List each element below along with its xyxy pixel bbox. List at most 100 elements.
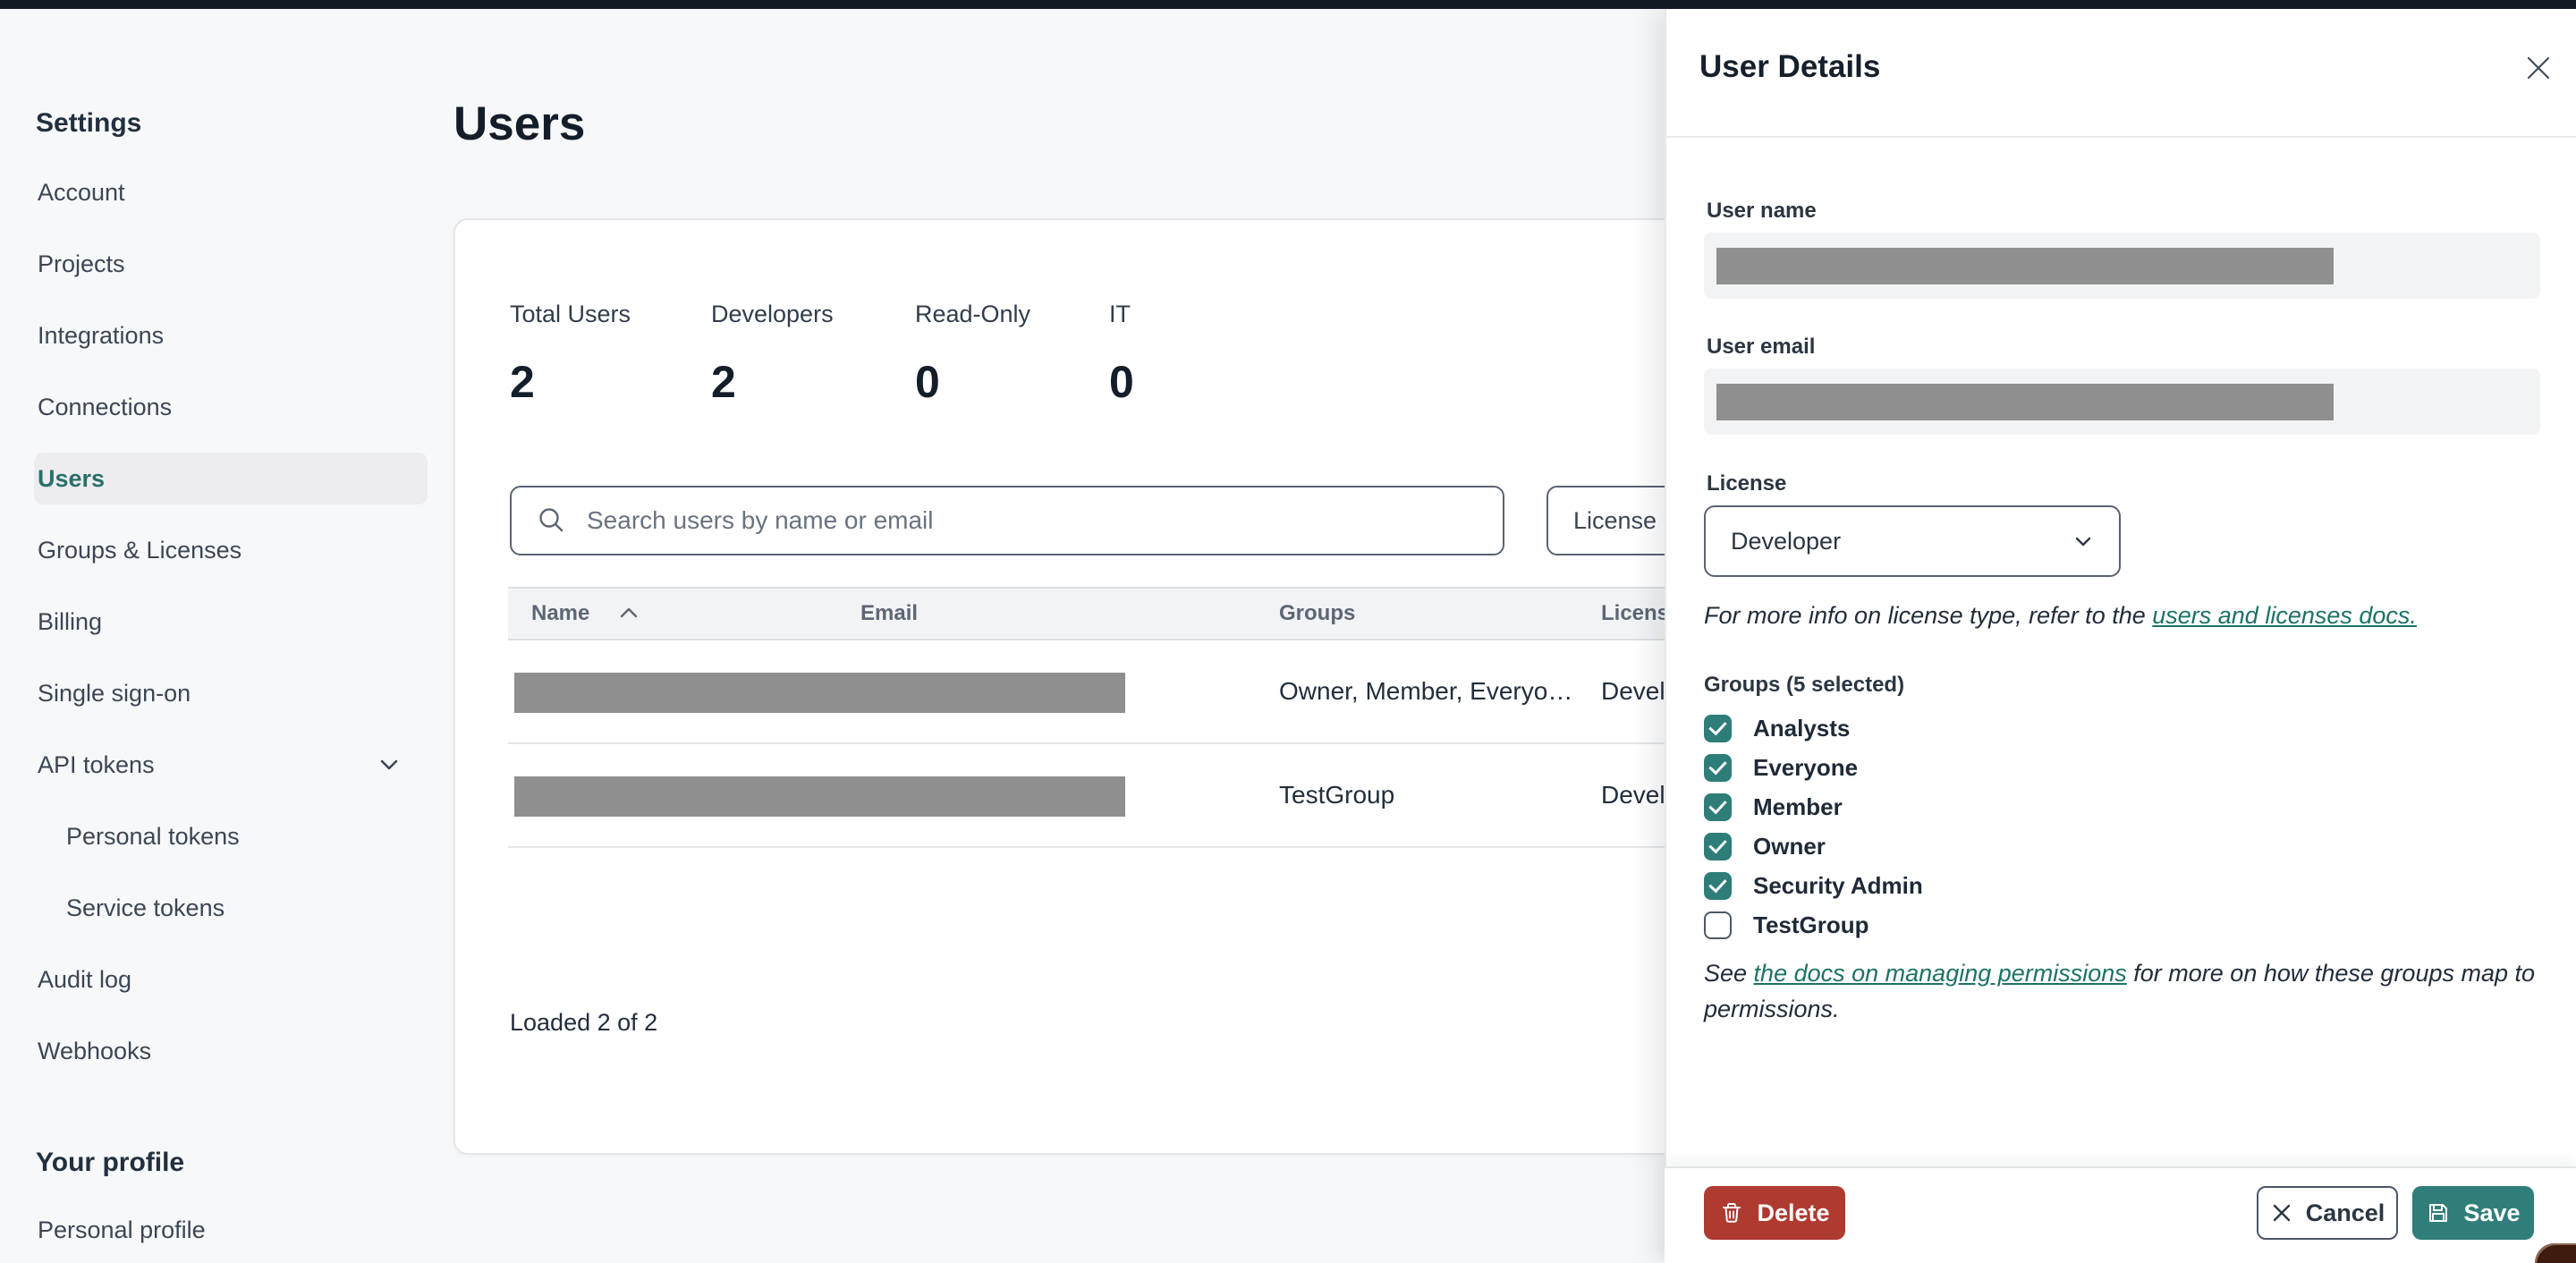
checkbox-checked-icon[interactable] [1704, 832, 1732, 860]
sidebar-item-label: Single sign-on [38, 679, 191, 707]
column-header-email[interactable]: Email [860, 601, 919, 625]
cell-groups: TestGroup [1279, 781, 1395, 809]
group-label: Security Admin [1753, 871, 1923, 899]
sidebar-item-projects[interactable]: Projects [34, 238, 428, 290]
sidebar-item-webhooks[interactable]: Webhooks [34, 1025, 428, 1077]
checkbox-checked-icon[interactable] [1704, 714, 1732, 742]
stat-label-total-users: Total Users [510, 301, 631, 327]
sidebar-heading-your-profile: Your profile [36, 1148, 185, 1177]
cursor-artifact [2535, 1243, 2576, 1263]
stat-label-developers: Developers [711, 301, 834, 327]
group-checkbox-row-member[interactable]: Member [1704, 787, 2151, 826]
sidebar-item-label: Users [38, 464, 106, 492]
delete-button-label: Delete [1757, 1199, 1830, 1226]
chevron-down-icon [2071, 529, 2096, 554]
search-icon [537, 505, 567, 536]
sidebar-item-label: Account [38, 178, 125, 206]
group-checkbox-row-owner[interactable]: Owner [1704, 826, 2151, 866]
group-checkbox-row-everyone[interactable]: Everyone [1704, 748, 2151, 787]
save-button-label: Save [2463, 1199, 2521, 1226]
sidebar-item-label: Projects [38, 250, 125, 277]
stat-value-read-only: 0 [915, 357, 940, 407]
redacted-user-name [1716, 248, 2334, 284]
stat-label-it: IT [1109, 301, 1131, 327]
permissions-note-text: See [1704, 960, 1754, 987]
user-search-box[interactable] [510, 486, 1504, 555]
user-email-label: User email [1707, 335, 1816, 359]
x-icon [2270, 1201, 2293, 1225]
trash-icon [1719, 1200, 1744, 1225]
group-label: Everyone [1753, 753, 1859, 781]
table-header-row: Name Email Groups License [508, 587, 1777, 640]
sidebar-item-groups-licenses[interactable]: Groups & Licenses [34, 524, 428, 576]
sidebar-heading-settings: Settings [36, 108, 142, 138]
sidebar-item-users[interactable]: Users [34, 453, 428, 504]
sidebar-item-audit-log[interactable]: Audit log [34, 954, 428, 1005]
license-select-value: Developer [1731, 527, 1842, 555]
sidebar-item-integrations[interactable]: Integrations [34, 309, 428, 361]
sidebar-item-service-tokens[interactable]: Service tokens [34, 882, 428, 934]
checkbox-unchecked-icon[interactable] [1704, 911, 1732, 939]
table-row[interactable]: Owner, Member, Everyo… Developer [508, 640, 1777, 744]
sidebar-item-account[interactable]: Account [34, 166, 428, 218]
save-button[interactable]: Save [2412, 1186, 2534, 1240]
panel-header-divider [1665, 136, 2576, 138]
permissions-help-note: See the docs on managing permissions for… [1704, 955, 2536, 1027]
checkbox-checked-icon[interactable] [1704, 753, 1732, 782]
sidebar-item-label: API tokens [38, 750, 155, 778]
user-name-field[interactable] [1704, 233, 2540, 299]
group-checkbox-row-security-admin[interactable]: Security Admin [1704, 866, 2151, 905]
delete-button[interactable]: Delete [1704, 1186, 1845, 1240]
sidebar-item-label: Groups & Licenses [38, 536, 242, 564]
group-checkbox-row-testgroup[interactable]: TestGroup [1704, 905, 2151, 945]
group-checkbox-row-analysts[interactable]: Analysts [1704, 708, 2151, 748]
sidebar-item-connections[interactable]: Connections [34, 381, 428, 433]
stat-label-read-only: Read-Only [915, 301, 1031, 327]
license-help-note: For more info on license type, refer to … [1704, 598, 2563, 633]
stat-value-it: 0 [1109, 357, 1134, 407]
redacted-name-email [514, 776, 1125, 817]
redacted-name-email [514, 673, 1125, 713]
sidebar-item-single-sign-on[interactable]: Single sign-on [34, 667, 428, 719]
close-icon[interactable] [2515, 45, 2562, 91]
checkbox-checked-icon[interactable] [1704, 793, 1732, 821]
search-input[interactable] [585, 505, 1394, 536]
chevron-down-icon [376, 751, 402, 778]
group-label: Member [1753, 793, 1843, 820]
sidebar-item-label: Audit log [38, 965, 132, 993]
sidebar-item-label: Service tokens [66, 894, 225, 921]
loaded-status: Loaded 2 of 2 [510, 1009, 658, 1036]
column-header-groups[interactable]: Groups [1279, 601, 1356, 625]
managing-permissions-docs-link[interactable]: the docs on managing permissions [1753, 960, 2127, 987]
sidebar-item-label: Personal profile [38, 1216, 206, 1243]
sidebar-item-api-tokens[interactable]: API tokens [34, 739, 428, 791]
checkbox-checked-icon[interactable] [1704, 871, 1732, 900]
sidebar-item-personal-profile[interactable]: Personal profile [34, 1204, 428, 1256]
panel-title: User Details [1699, 49, 1881, 84]
group-label: Owner [1753, 832, 1826, 860]
sidebar-item-personal-tokens[interactable]: Personal tokens [34, 810, 428, 862]
permissions-note-text: for more on how these groups map to perm… [1704, 960, 2536, 1022]
sidebar-item-label: Personal tokens [66, 822, 240, 850]
sort-ascending-icon [617, 605, 640, 623]
license-filter-label: License [1573, 506, 1657, 534]
user-details-panel [1665, 9, 2576, 1263]
license-note-text: For more info on license type, refer to … [1704, 602, 2153, 629]
cancel-button[interactable]: Cancel [2257, 1186, 2398, 1240]
sidebar-item-billing[interactable]: Billing [34, 596, 428, 648]
column-header-name[interactable]: Name [531, 601, 590, 625]
groups-selected-label: Groups (5 selected) [1704, 673, 1905, 697]
group-label: Analysts [1753, 714, 1851, 742]
sidebar-item-label: Billing [38, 607, 103, 635]
license-select[interactable]: Developer [1704, 505, 2121, 577]
page-title: Users [453, 97, 586, 150]
user-email-field[interactable] [1704, 369, 2540, 435]
sidebar-item-label: Integrations [38, 321, 165, 349]
stat-value-developers: 2 [711, 357, 736, 407]
table-row[interactable]: TestGroup Developer [508, 744, 1777, 848]
users-and-licenses-docs-link[interactable]: users and licenses docs. [2152, 602, 2417, 629]
cell-groups: Owner, Member, Everyo… [1279, 677, 1573, 705]
stat-value-total-users: 2 [510, 357, 535, 407]
license-label: License [1707, 471, 1787, 496]
